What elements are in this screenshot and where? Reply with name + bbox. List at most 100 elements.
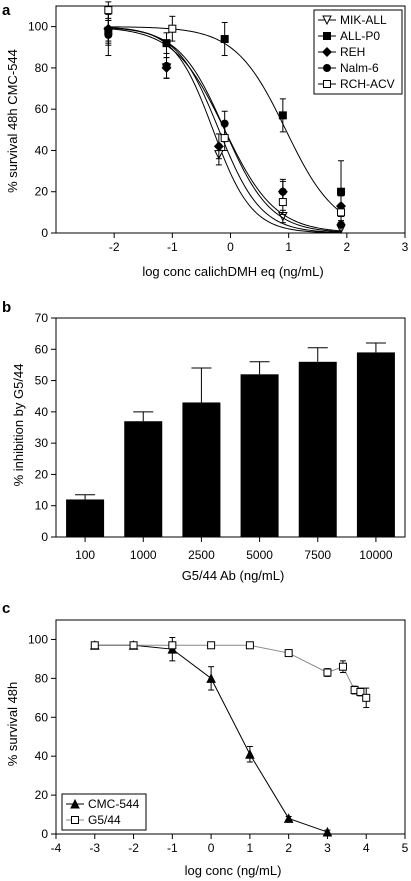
- panel-a-letter: a: [2, 2, 11, 19]
- panel-a-ylabel: % survival 48h CMC-544: [5, 49, 20, 193]
- panel-a-ytick-label-1: 20: [35, 185, 49, 199]
- panel-c-series-1-point-10: [362, 693, 371, 702]
- panel-b-bar-1: [124, 421, 163, 537]
- panel-a-series-1-point-2: [220, 35, 229, 44]
- panel-b: b % inhibition by G5/44 G5/44 Ab (ng/mL)…: [2, 299, 406, 583]
- panel-a-xlabel: log conc calichDMH eq (ng/mL): [142, 264, 323, 279]
- panel-a-series-1-point-4: [337, 187, 346, 196]
- panel-c-ylabel: % survival 48h: [5, 682, 20, 767]
- panel-a-series-4-point-3: [278, 198, 287, 207]
- panel-c-series-1-point-7: [338, 662, 347, 671]
- panel-c-series-1-point-2: [168, 641, 177, 650]
- panel-a-series-2-point-2: [213, 141, 224, 152]
- panel-a-xtick-label-3: 1: [285, 240, 292, 254]
- panel-a-legend: MIK-ALL ALL-P0 REH Nalm-6 RCH-ACV: [313, 9, 403, 95]
- panel-a-series-3-point-0: [104, 30, 113, 39]
- panel-a-ytick-label-4: 80: [35, 61, 49, 75]
- panel-c-series-0-point-3: [206, 673, 216, 683]
- panel-c-xlabel: log conc (ng/mL): [185, 863, 282, 878]
- panel-a-legend-marker-2: [322, 47, 332, 57]
- panel-b-bar-4: [298, 361, 337, 537]
- panel-c-series-0-point-5: [283, 813, 294, 823]
- panel-b-bar-0: [66, 499, 105, 537]
- panel-b-ytick-label-3: 30: [35, 436, 49, 450]
- panel-c-legend-label-1: G5/44: [88, 813, 121, 827]
- panel-c-xtick-label-7: 3: [324, 841, 331, 855]
- panel-b-ylabel: % inhibition by G5/44: [11, 364, 26, 487]
- panel-c-ytick-label-3: 60: [35, 710, 49, 724]
- panel-a-legend-label-3: Nalm-6: [340, 61, 379, 75]
- panel-b-frame: [55, 317, 406, 538]
- panel-c-series-1-point-1: [129, 641, 138, 650]
- panel-c-xtick-label-9: 5: [402, 841, 409, 855]
- panel-c-legend-marker-1: [71, 816, 79, 824]
- panel-b-ytick-label-0: 0: [41, 530, 48, 544]
- panel-c-series-1: [90, 641, 371, 709]
- panel-a-legend-label-1: ALL-P0: [340, 29, 380, 43]
- panel-c-xtick-label-4: 0: [208, 841, 215, 855]
- panel-b-xlabel: G5/44 Ab (ng/mL): [182, 568, 285, 583]
- panel-a-legend-marker-4: [323, 80, 331, 88]
- panel-a-series-4-point-0: [104, 6, 113, 15]
- panel-b-xtick-label-5: 10000: [359, 548, 393, 562]
- panel-a-series-1-point-1: [162, 39, 171, 48]
- panel-a-xtick-label-0: -2: [109, 240, 120, 254]
- panel-c-series-1-point-5: [284, 649, 293, 658]
- panel-a-series-3-point-1: [162, 61, 171, 70]
- panel-a-ytick-label-2: 40: [35, 143, 49, 157]
- panel-a-series-1-point-3: [278, 111, 287, 120]
- panel-b-ytick-label-6: 60: [35, 342, 49, 356]
- panel-c-xtick-label-5: 1: [247, 841, 254, 855]
- panel-c-xtick-label-2: -2: [128, 841, 139, 855]
- panel-c-series-1-point-6: [323, 668, 332, 677]
- panel-a-legend-marker-0: [322, 15, 332, 26]
- panel-c-ytick-label-5: 100: [28, 632, 48, 646]
- panel-b-xtick-label-4: 7500: [304, 548, 331, 562]
- panel-a-ytick-label-3: 60: [35, 102, 49, 116]
- panel-c-series-1-point-4: [245, 641, 254, 650]
- panel-c-series-1-point-9: [356, 687, 365, 696]
- panel-c-frame: [55, 619, 406, 835]
- panel-c-legend-marker-0: [70, 798, 80, 809]
- panel-a-xtick-label-5: 3: [402, 240, 409, 254]
- panel-c-xtick-label-3: -1: [167, 841, 178, 855]
- panel-c-ytick-label-1: 20: [35, 788, 49, 802]
- panel-b-plot: 0 10 20 30 40 50 60 70 100 1000 2500 5000 7500 10000: [35, 311, 406, 562]
- panel-b-xtick-label-1: 1000: [130, 548, 157, 562]
- panel-a-ytick-label-5: 100: [28, 20, 48, 34]
- panel-a-xtick-label-2: 0: [227, 240, 234, 254]
- panel-c-legend: CMC-544 G5/44: [61, 793, 147, 831]
- panel-b-letter: b: [2, 299, 11, 316]
- panel-b-bar-3: [240, 374, 279, 537]
- panel-c-ytick-label-4: 80: [35, 671, 49, 685]
- panel-a-plot: 0 20 40 60 80 100 -2 -1 0 1 2 3 MIK-ALL ALL-P0 REH Nalm…: [28, 1, 409, 254]
- panel-c-letter: c: [2, 600, 10, 617]
- panel-c-xtick-label-1: -3: [89, 841, 100, 855]
- panel-c-series-1-point-0: [90, 641, 99, 650]
- panel-c-ytick-label-0: 0: [41, 827, 48, 841]
- panel-c: c % survival 48h log conc (ng/mL) 020406…: [2, 600, 409, 878]
- panel-c-xtick-label-0: -4: [51, 841, 62, 855]
- panel-a-legend-label-0: MIK-ALL: [340, 13, 387, 27]
- panel-b-bar-5: [356, 352, 395, 537]
- panel-a-xtick-label-4: 2: [343, 240, 350, 254]
- panel-b-xtick-label-3: 5000: [246, 548, 273, 562]
- panel-a-legend-marker-1: [323, 32, 331, 40]
- panel-c-legend-label-0: CMC-544: [88, 797, 140, 811]
- panel-c-series-0-point-4: [245, 749, 255, 759]
- panel-b-ytick-label-4: 40: [35, 405, 49, 419]
- panel-a-series-4-point-1: [168, 24, 177, 33]
- panel-c-series-0-point-6: [322, 826, 333, 837]
- panel-b-bar-2: [182, 402, 221, 537]
- panel-a-legend-label-2: REH: [340, 45, 365, 59]
- panel-c-xtick-label-8: 4: [363, 841, 370, 855]
- panel-b-ytick-label-1: 10: [35, 499, 49, 513]
- panel-c-series-1-point-3: [207, 641, 216, 650]
- panel-a-series-4: [104, 1, 346, 233]
- panel-a-series-3-point-4: [337, 220, 346, 229]
- panel-a-xtick-label-1: -1: [167, 240, 178, 254]
- panel-b-xtick-label-0: 100: [75, 548, 95, 562]
- panel-b-ytick-label-2: 20: [35, 467, 49, 481]
- panel-a-series-4-point-4: [337, 208, 346, 217]
